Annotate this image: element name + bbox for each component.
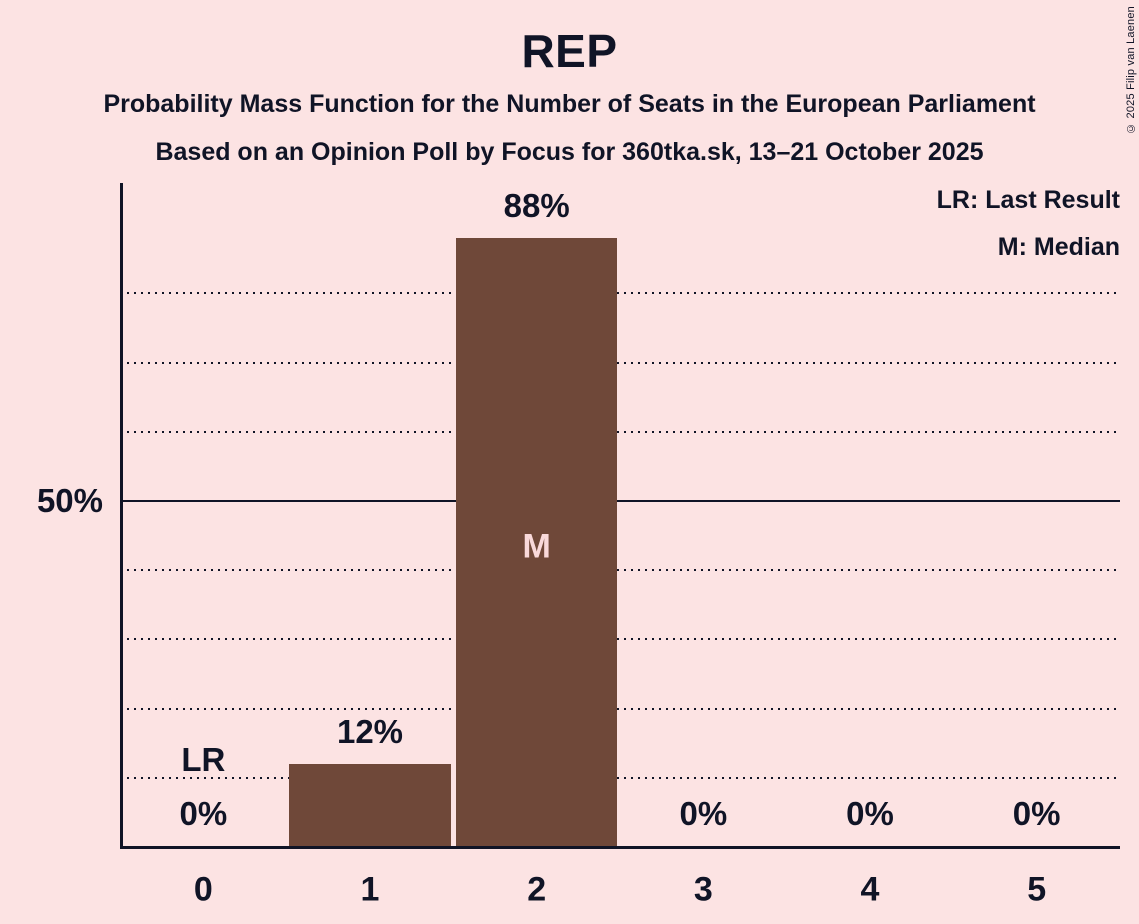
x-axis-tick-label-0: 0 — [193, 870, 213, 909]
x-axis-line — [120, 846, 1120, 849]
gridline-20pct — [120, 707, 1120, 710]
bar-seats-2 — [455, 238, 618, 847]
y-axis-line — [120, 183, 123, 849]
x-axis-tick-label-3: 3 — [693, 870, 713, 909]
x-axis-tick-label-4: 4 — [860, 870, 880, 909]
legend-median: M: Median — [997, 233, 1120, 261]
legend-last-result: LR: Last Result — [936, 186, 1120, 214]
value-label-seats-3: 0% — [679, 795, 728, 832]
chart-title: REP — [521, 25, 618, 77]
gridline-10pct — [120, 776, 1120, 779]
gridline-60pct — [120, 430, 1120, 433]
x-axis-tick-label-5: 5 — [1027, 870, 1047, 909]
last-result-marker-label: LR — [181, 741, 226, 778]
gridline-40pct — [120, 569, 1120, 572]
value-label-seats-0: 0% — [179, 795, 228, 832]
bar-seats-1 — [289, 763, 451, 847]
gridline-80pct — [120, 292, 1120, 295]
gridline-30pct — [120, 638, 1120, 641]
y-axis-tick-label-50pct: 50% — [36, 482, 103, 519]
value-label-seats-1: 12% — [336, 712, 404, 750]
value-label-seats-2: 88% — [503, 187, 570, 225]
x-axis-tick-label-1: 1 — [360, 870, 380, 909]
median-marker-label: M — [522, 527, 551, 566]
value-label-seats-5: 0% — [1012, 795, 1061, 832]
gridline-50pct-solid — [120, 500, 1120, 502]
chart-subtitle-poll: Based on an Opinion Poll by Focus for 36… — [155, 138, 984, 166]
gridline-70pct — [120, 361, 1120, 364]
x-axis-tick-label-2: 2 — [527, 870, 547, 909]
chart-subtitle-pmf: Probability Mass Function for the Number… — [103, 90, 1036, 118]
value-label-seats-4: 0% — [846, 795, 894, 832]
